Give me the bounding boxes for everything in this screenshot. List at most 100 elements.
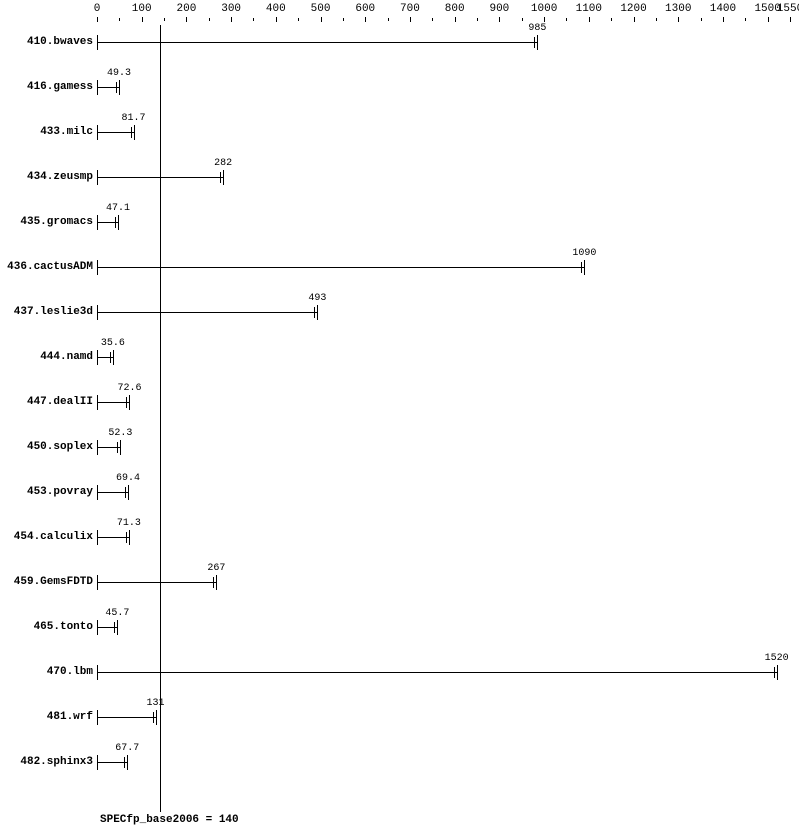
axis-tick: [768, 17, 769, 22]
bar-end-tick: [128, 485, 129, 500]
axis-tick: [276, 17, 277, 22]
bar-end-tick-secondary: [125, 487, 126, 498]
bar-end-tick-secondary: [115, 217, 116, 228]
bar-line: [97, 42, 537, 43]
axis-minor-tick: [656, 18, 657, 21]
bar-value-label: 67.7: [115, 743, 139, 754]
benchmark-name: 481.wrf: [47, 711, 93, 723]
axis-tick-label: 0: [94, 3, 101, 15]
axis-tick: [790, 17, 791, 22]
bar-end-tick: [777, 665, 778, 680]
bar-end-tick-secondary: [131, 127, 132, 138]
benchmark-name: 453.povray: [27, 486, 93, 498]
axis-minor-tick: [253, 18, 254, 21]
bar-end-tick: [129, 395, 130, 410]
axis-tick-label: 1100: [576, 3, 602, 15]
bar-value-label: 985: [528, 23, 546, 34]
bar-line: [97, 717, 156, 718]
axis-tick-label: 1300: [665, 3, 691, 15]
bar-value-label: 52.3: [108, 428, 132, 439]
axis-tick-label: 300: [221, 3, 241, 15]
bar-value-label: 35.6: [101, 338, 125, 349]
axis-minor-tick: [745, 18, 746, 21]
bar-value-label: 1090: [572, 248, 596, 259]
reference-label: SPECfp_base2006 = 140: [100, 814, 239, 826]
axis-minor-tick: [522, 18, 523, 21]
axis-tick: [142, 17, 143, 22]
bar-end-tick: [113, 350, 114, 365]
axis-tick: [634, 17, 635, 22]
axis-tick: [365, 17, 366, 22]
bar-value-label: 282: [214, 158, 232, 169]
axis-minor-tick: [119, 18, 120, 21]
axis-minor-tick: [388, 18, 389, 21]
axis-tick-label: 1200: [620, 3, 646, 15]
bar-end-tick: [584, 260, 585, 275]
bar-end-tick: [127, 755, 128, 770]
axis-tick-label: 400: [266, 3, 286, 15]
bar-end-tick: [117, 620, 118, 635]
reference-line: [160, 25, 161, 812]
axis-minor-tick: [298, 18, 299, 21]
axis-minor-tick: [566, 18, 567, 21]
bar-end-tick: [537, 35, 538, 50]
axis-tick-label: 200: [177, 3, 197, 15]
bar-end-tick-secondary: [114, 622, 115, 633]
axis-tick-label: 500: [311, 3, 331, 15]
bar-line: [97, 537, 129, 538]
bar-line: [97, 672, 777, 673]
axis-tick: [723, 17, 724, 22]
bar-value-label: 493: [308, 293, 326, 304]
bar-line: [97, 132, 134, 133]
bar-value-label: 45.7: [105, 608, 129, 619]
axis-tick: [231, 17, 232, 22]
bar-value-label: 131: [147, 698, 165, 709]
benchmark-name: 447.dealII: [27, 396, 93, 408]
bar-end-tick: [129, 530, 130, 545]
axis-minor-tick: [164, 18, 165, 21]
bar-line: [97, 582, 216, 583]
bar-end-tick-secondary: [117, 442, 118, 453]
bar-end-tick: [317, 305, 318, 320]
axis-tick: [678, 17, 679, 22]
bar-end-tick-secondary: [220, 172, 221, 183]
bar-end-tick: [119, 80, 120, 95]
axis-minor-tick: [209, 18, 210, 21]
axis-tick-label: 900: [489, 3, 509, 15]
bar-line: [97, 402, 129, 403]
axis-tick: [499, 17, 500, 22]
bar-value-label: 49.3: [107, 68, 131, 79]
bar-end-tick-secondary: [124, 757, 125, 768]
bar-end-tick-secondary: [126, 397, 127, 408]
benchmark-name: 465.tonto: [34, 621, 93, 633]
bar-value-label: 47.1: [106, 203, 130, 214]
bar-end-tick-secondary: [213, 577, 214, 588]
bar-line: [97, 762, 127, 763]
benchmark-name: 444.namd: [40, 351, 93, 363]
benchmark-name: 410.bwaves: [27, 36, 93, 48]
bar-end-tick: [134, 125, 135, 140]
benchmark-name: 437.leslie3d: [14, 306, 93, 318]
benchmark-name: 450.soplex: [27, 441, 93, 453]
axis-minor-tick: [432, 18, 433, 21]
bar-line: [97, 492, 128, 493]
bar-end-tick-secondary: [534, 37, 535, 48]
axis-tick: [589, 17, 590, 22]
benchmark-name: 433.milc: [40, 126, 93, 138]
axis-tick-label: 800: [445, 3, 465, 15]
benchmark-name: 435.gromacs: [20, 216, 93, 228]
bar-end-tick-secondary: [314, 307, 315, 318]
axis-tick: [410, 17, 411, 22]
benchmark-name: 436.cactusADM: [7, 261, 93, 273]
bar-value-label: 71.3: [117, 518, 141, 529]
benchmark-name: 482.sphinx3: [20, 756, 93, 768]
benchmark-name: 459.GemsFDTD: [14, 576, 93, 588]
bar-value-label: 72.6: [117, 383, 141, 394]
bar-end-tick-secondary: [116, 82, 117, 93]
bar-end-tick-secondary: [774, 667, 775, 678]
bar-end-tick-secondary: [110, 352, 111, 363]
bar-end-tick: [156, 710, 157, 725]
axis-tick-label: 600: [355, 3, 375, 15]
bar-end-tick: [223, 170, 224, 185]
bar-end-tick: [118, 215, 119, 230]
